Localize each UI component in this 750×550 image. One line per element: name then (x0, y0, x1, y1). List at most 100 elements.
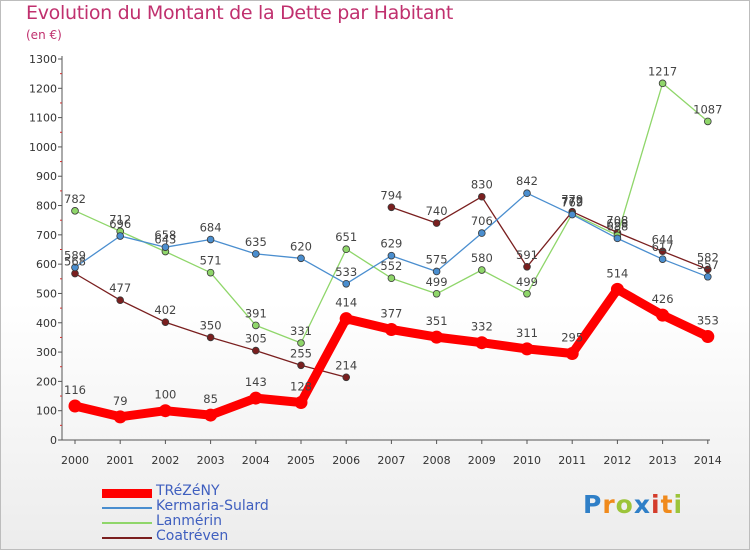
data-label: 128 (290, 379, 312, 393)
data-point (297, 254, 305, 263)
logo-letter: t (660, 490, 674, 519)
data-label: 830 (471, 178, 493, 192)
data-point (204, 408, 218, 422)
data-label: 617 (652, 240, 674, 254)
data-label: 842 (516, 174, 538, 188)
data-label: 696 (109, 217, 131, 231)
data-point (387, 203, 396, 212)
x-tick-label: 2004 (242, 454, 270, 467)
data-label: 311 (516, 326, 538, 340)
logo-letter: x (633, 490, 651, 519)
data-label: 620 (290, 239, 312, 253)
data-point (249, 391, 263, 405)
data-label: 295 (561, 331, 583, 345)
data-point (523, 289, 531, 298)
y-tick-label: 800 (36, 200, 57, 213)
y-tick-label: 100 (36, 405, 57, 418)
data-label: 635 (245, 235, 267, 249)
y-tick-label: 600 (36, 258, 57, 271)
data-point (565, 347, 579, 361)
data-point (294, 395, 308, 409)
data-label: 477 (109, 281, 131, 295)
data-label: 353 (697, 314, 719, 328)
legend-label: TRéZéNY (156, 483, 220, 499)
logo-letter: r (602, 490, 616, 519)
data-point (523, 262, 531, 271)
data-label: 255 (290, 346, 312, 360)
data-point (656, 308, 670, 322)
data-point (68, 399, 82, 413)
chart-title: Evolution du Montant de la Dette par Hab… (26, 2, 454, 24)
x-tick-label: 2000 (61, 454, 89, 467)
data-label: 100 (154, 388, 176, 402)
data-label: 143 (245, 375, 267, 389)
data-label: 568 (64, 255, 86, 269)
data-point (703, 272, 712, 281)
y-tick-label: 400 (36, 317, 57, 330)
x-tick-label: 2014 (694, 454, 722, 467)
data-label: 514 (606, 266, 628, 280)
data-point (430, 330, 444, 344)
legend-swatch-kermaria-sulard (102, 507, 152, 509)
logo-letter: o (615, 490, 634, 519)
chart-subtitle: (en €) (26, 28, 62, 42)
legend-swatch-lanmerin (102, 522, 152, 524)
proxiti-logo: Proxiti (583, 490, 683, 519)
y-tick-label: 300 (36, 346, 57, 359)
data-label: 629 (380, 237, 402, 251)
y-tick-label: 0 (50, 434, 57, 447)
y-tick-label: 1300 (29, 53, 57, 66)
data-label: 85 (203, 392, 218, 406)
data-point (475, 336, 489, 350)
x-tick-label: 2013 (649, 454, 677, 467)
data-label: 377 (380, 307, 402, 321)
data-label: 582 (697, 250, 719, 264)
data-point (161, 243, 170, 251)
data-label: 571 (200, 254, 222, 268)
data-label: 575 (426, 252, 448, 266)
data-label: 499 (426, 275, 448, 289)
data-label: 782 (64, 192, 86, 206)
data-label: 391 (245, 306, 267, 320)
x-tick-label: 2003 (197, 454, 225, 467)
data-point (387, 251, 396, 260)
data-label: 499 (516, 275, 538, 289)
y-tick-label: 900 (36, 170, 57, 183)
y-tick-label: 1000 (29, 141, 57, 154)
data-label: 740 (426, 204, 448, 218)
data-point (297, 339, 305, 347)
data-label: 79 (113, 394, 128, 408)
data-label: 351 (426, 314, 448, 328)
x-tick-label: 2007 (377, 454, 405, 467)
data-label: 769 (561, 196, 583, 210)
data-label: 779 (561, 193, 583, 207)
data-point (701, 330, 715, 344)
x-tick-label: 2001 (106, 454, 134, 467)
x-tick-label: 2005 (287, 454, 315, 467)
data-point (113, 410, 127, 424)
data-point (703, 117, 712, 126)
data-label: 557 (697, 258, 719, 272)
data-label: 651 (335, 230, 357, 244)
data-label: 794 (380, 188, 402, 202)
data-point (658, 255, 667, 263)
series-line (390, 196, 709, 271)
data-point (342, 279, 351, 288)
legend-label: Kermaria-Sulard (156, 498, 269, 514)
data-label: 589 (64, 248, 86, 262)
data-point (342, 245, 351, 254)
data-point (297, 361, 305, 370)
data-point (158, 404, 172, 418)
data-point (520, 342, 534, 356)
data-label: 552 (380, 259, 402, 273)
data-label: 350 (200, 318, 222, 332)
data-label: 644 (652, 232, 674, 246)
y-tick-label: 500 (36, 287, 57, 300)
data-point (206, 235, 215, 244)
data-point (432, 219, 441, 227)
data-point (477, 192, 486, 201)
data-point (703, 265, 712, 274)
data-label: 402 (154, 303, 176, 317)
